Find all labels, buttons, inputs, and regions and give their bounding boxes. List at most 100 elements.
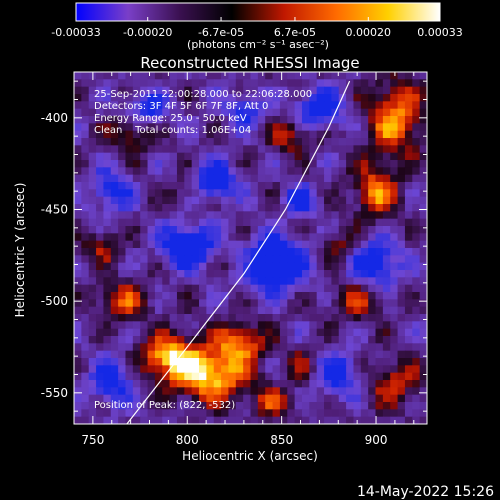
- heatmap-cell: [140, 86, 149, 95]
- heatmap-cell: [206, 233, 215, 242]
- heatmap-cell: [316, 255, 325, 264]
- heatmap-cell: [110, 365, 119, 374]
- heatmap-cell: [81, 101, 90, 110]
- heatmap-cell: [375, 130, 384, 139]
- heatmap-cell: [390, 123, 399, 132]
- heatmap-cell: [96, 343, 105, 352]
- heatmap-cell: [287, 394, 296, 403]
- heatmap-cell: [235, 108, 244, 117]
- heatmap-cell: [169, 248, 178, 256]
- heatmap-cell: [301, 314, 310, 322]
- heatmap-cell: [96, 416, 105, 424]
- heatmap-cell: [243, 416, 252, 424]
- heatmap-cell: [301, 416, 310, 424]
- heatmap-cell: [243, 262, 252, 271]
- heatmap-cell: [316, 262, 325, 271]
- heatmap-cell: [397, 372, 406, 381]
- heatmap-cell: [404, 306, 413, 315]
- heatmap-cell: [382, 218, 391, 227]
- heatmap-cell: [279, 130, 288, 139]
- heatmap-cell: [110, 314, 119, 322]
- heatmap-cell: [287, 130, 296, 139]
- heatmap-cell: [250, 284, 259, 293]
- heatmap-cell: [309, 255, 318, 264]
- heatmap-cell: [199, 343, 207, 352]
- heatmap-cell: [169, 402, 178, 410]
- heatmap-cell: [309, 196, 318, 205]
- heatmap-cell: [184, 211, 193, 220]
- heatmap-cell: [228, 343, 237, 352]
- heatmap-cell: [96, 314, 105, 322]
- heatmap-cell: [353, 284, 362, 293]
- heatmap-cell: [235, 233, 244, 242]
- heatmap-cell: [118, 79, 127, 88]
- heatmap-cell: [397, 94, 406, 102]
- heatmap-cell: [382, 116, 391, 124]
- heatmap-cell: [110, 328, 119, 337]
- heatmap-cell: [221, 387, 230, 396]
- heatmap-cell: [96, 321, 105, 330]
- heatmap-cell: [301, 101, 310, 110]
- heatmap-cell: [191, 380, 200, 388]
- heatmap-cell: [419, 409, 427, 418]
- heatmap-cell: [81, 182, 90, 190]
- heatmap-cell: [162, 350, 171, 359]
- heatmap-cell: [301, 336, 310, 344]
- heatmap-cell: [206, 182, 215, 190]
- heatmap-cell: [125, 358, 134, 366]
- heatmap-cell: [88, 306, 97, 315]
- heatmap-cell: [360, 94, 369, 102]
- heatmap-cell: [419, 152, 427, 161]
- heatmap-cell: [360, 189, 369, 198]
- heatmap-cell: [235, 226, 244, 234]
- heatmap-cell: [191, 248, 200, 256]
- heatmap-cell: [412, 94, 421, 102]
- heatmap-cell: [272, 86, 281, 95]
- heatmap-cell: [360, 299, 369, 308]
- heatmap-cell: [118, 380, 127, 388]
- heatmap-cell: [191, 72, 200, 80]
- heatmap-cell: [96, 226, 105, 234]
- heatmap-cell: [390, 196, 399, 205]
- heatmap-cell: [419, 130, 427, 139]
- heatmap-cell: [206, 380, 215, 388]
- heatmap-cell: [103, 372, 112, 381]
- heatmap-cell: [390, 167, 399, 176]
- heatmap-cell: [390, 358, 399, 366]
- heatmap-cell: [88, 270, 97, 278]
- heatmap-cell: [353, 270, 362, 278]
- heatmap-cell: [412, 343, 421, 352]
- heatmap-cell: [213, 336, 222, 344]
- heatmap-cell: [228, 204, 237, 212]
- heatmap-cell: [324, 292, 332, 300]
- heatmap-cell: [96, 270, 105, 278]
- heatmap-cell: [96, 174, 105, 183]
- heatmap-cell: [199, 189, 207, 198]
- heatmap-cell: [294, 248, 303, 256]
- heatmap-cell: [397, 284, 406, 293]
- heatmap-cell: [346, 372, 355, 381]
- heatmap-cell: [110, 204, 119, 212]
- heatmap-cell: [199, 226, 207, 234]
- heatmap-cell: [375, 211, 384, 220]
- heatmap-cell: [353, 152, 362, 161]
- heatmap-cell: [213, 350, 222, 359]
- heatmap-cell: [184, 372, 193, 381]
- heatmap-cell: [346, 226, 355, 234]
- heatmap-cell: [294, 262, 303, 271]
- heatmap-cell: [162, 174, 171, 183]
- heatmap-cell: [265, 79, 274, 88]
- heatmap-cell: [184, 292, 193, 300]
- heatmap-cell: [250, 167, 259, 176]
- heatmap-cell: [132, 226, 141, 234]
- heatmap-cell: [191, 108, 200, 117]
- heatmap-cell: [412, 160, 421, 168]
- heatmap-cell: [132, 314, 141, 322]
- heatmap-cell: [331, 196, 340, 205]
- y-tick-label: -400: [41, 111, 68, 125]
- colorbar-tick-label: -0.00020: [123, 26, 172, 39]
- heatmap-cell: [353, 240, 362, 249]
- heatmap-cell: [199, 277, 207, 286]
- heatmap-cell: [140, 204, 149, 212]
- heatmap-cell: [404, 226, 413, 234]
